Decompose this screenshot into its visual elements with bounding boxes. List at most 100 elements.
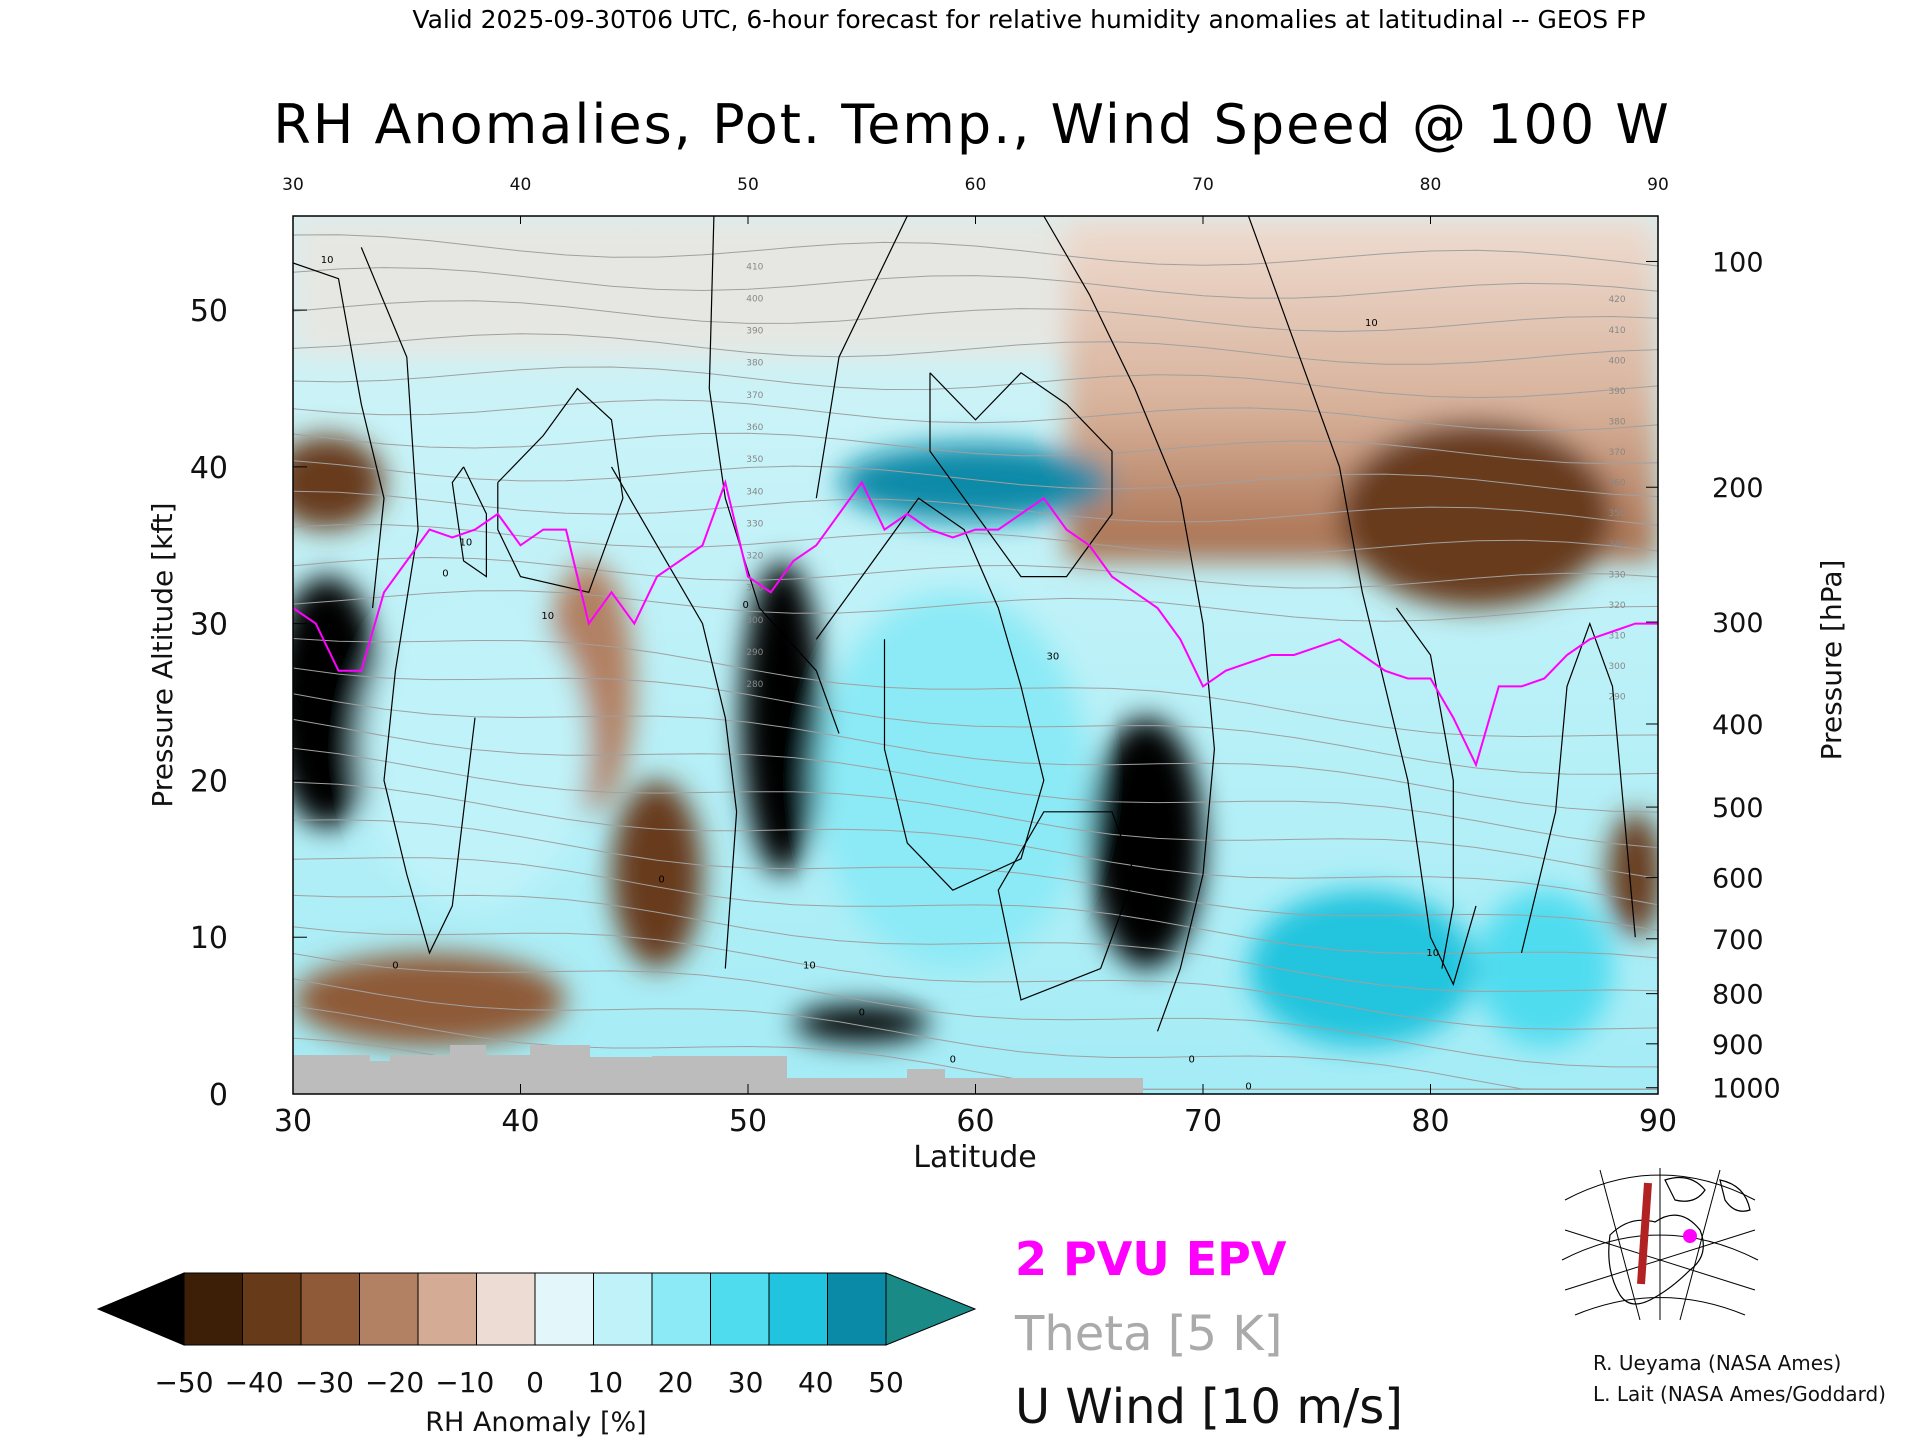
theta-contour — [293, 399, 1658, 432]
rh-anomaly-blob — [293, 952, 566, 1047]
plot-area: 4104003903803703603503403303203103002902… — [293, 216, 1658, 1094]
uwind-contour — [1043, 216, 1216, 1032]
theta-label: 380 — [746, 359, 763, 369]
theta-contour — [293, 460, 1658, 498]
x-tick-label: 50 — [729, 1104, 767, 1139]
y-axis-label-right: Pressure [hPa] — [1815, 560, 1848, 761]
uwind-label: 0 — [859, 1008, 865, 1019]
x-axis-label: Latitude — [913, 1140, 1036, 1175]
rh-anomaly-blob — [361, 592, 589, 906]
credit-line-1: R. Ueyama (NASA Ames) — [1593, 1351, 1842, 1375]
colorbar-tick-label: −20 — [365, 1366, 424, 1399]
theta-label: 360 — [746, 423, 763, 433]
uwind-label: 10 — [460, 537, 473, 548]
colorbar-tick-label: 40 — [798, 1366, 834, 1399]
theta-label: 330 — [1608, 570, 1625, 580]
uwind-contour — [360, 247, 476, 955]
theta-contour — [293, 781, 1658, 906]
x-tick-label-top: 40 — [510, 175, 532, 195]
theta-label: 290 — [1608, 693, 1625, 703]
theta-label: 320 — [1608, 601, 1625, 611]
x-tick-label-top: 50 — [737, 175, 759, 195]
theta-label: 340 — [746, 487, 763, 497]
rh-anomaly-blob — [741, 560, 824, 875]
header-text: Valid 2025-09-30T06 UTC, 6-hour forecast… — [412, 5, 1645, 34]
uwind-contour — [997, 811, 1136, 1001]
credit-line-2: L. Lait (NASA Ames/Goddard) — [1593, 1382, 1886, 1406]
colorbar-segment — [359, 1272, 419, 1346]
uwind-contour — [293, 262, 385, 609]
legend-epv: 2 PVU EPV — [1015, 1232, 1287, 1286]
colorbar-segment — [710, 1272, 770, 1346]
credits: R. Ueyama (NASA Ames) L. Lait (NASA Ames… — [1593, 1348, 1886, 1410]
colorbar-tick-label: −10 — [435, 1366, 494, 1399]
axes: 3030404050506060707080809090010203040501… — [190, 175, 1781, 1139]
colorbar-tick-label: 20 — [658, 1366, 694, 1399]
locator-map-dot — [1683, 1229, 1697, 1243]
uwind-contour — [815, 216, 908, 499]
uwind-label: 10 — [1426, 948, 1439, 959]
locator-map-section-line — [1637, 1182, 1652, 1285]
uwind-contour — [929, 372, 1113, 578]
x-tick-label-top: 90 — [1647, 175, 1669, 195]
theta-contour — [293, 556, 1658, 589]
theta-contour — [293, 234, 1658, 267]
pressure-tick-label: 800 — [1712, 980, 1764, 1011]
uwind-contour — [610, 466, 738, 969]
x-tick-label-top: 60 — [965, 175, 987, 195]
colorbar-tick-label: 30 — [728, 1366, 764, 1399]
rh-anomaly-blob — [839, 443, 1112, 522]
uwind-label: 0 — [743, 600, 749, 611]
colorbar-segment — [534, 1272, 594, 1346]
colorbar-segment — [476, 1272, 536, 1346]
pressure-tick-label: 300 — [1712, 608, 1764, 639]
y-tick-label: 10 — [190, 921, 228, 956]
uwind-contours: 10 10 10 10 0 0 0 30 10 10 0 0 0 0 0 — [293, 216, 1636, 1092]
theta-contour — [293, 978, 1658, 1090]
uwind-label: 30 — [1046, 652, 1059, 663]
rh-anomaly-blob — [611, 780, 703, 969]
theta-contour — [293, 432, 1658, 465]
theta-contour — [293, 718, 1658, 849]
x-tick-label: 70 — [1184, 1104, 1222, 1139]
theta-contour — [293, 953, 1658, 1068]
theta-label: 390 — [746, 327, 763, 337]
colorbar-tick-label: −40 — [225, 1366, 284, 1399]
y-tick-label: 50 — [190, 294, 228, 329]
theta-contour — [293, 490, 1658, 526]
colorbar-tick-label: 10 — [587, 1366, 623, 1399]
theta-contour — [293, 267, 1658, 299]
theta-label: 420 — [1608, 295, 1625, 305]
locator-map-coastlines — [1608, 1177, 1751, 1305]
pressure-tick-label: 100 — [1712, 247, 1764, 278]
theta-label: 280 — [746, 680, 763, 690]
pressure-tick-label: 500 — [1712, 793, 1764, 824]
y-tick-label: 30 — [190, 608, 228, 643]
theta-contour — [293, 819, 1658, 931]
rh-anomaly-blob — [1476, 890, 1613, 1047]
theta-label: 380 — [1608, 418, 1625, 428]
theta-contour — [293, 590, 1658, 622]
theta-label: 370 — [746, 391, 763, 401]
colorbar-tick-label: 50 — [868, 1366, 904, 1399]
theta-label: 400 — [1608, 356, 1625, 366]
rh-anomaly-blob — [793, 1004, 930, 1043]
colorbar-label: RH Anomaly [%] — [425, 1407, 646, 1438]
legend-theta: Theta [5 K] — [1014, 1306, 1283, 1362]
theta-label: 410 — [1608, 326, 1625, 336]
theta-label: 310 — [746, 584, 763, 594]
uwind-contour — [1520, 621, 1636, 954]
theta-contour — [293, 857, 1658, 959]
theta-contour — [293, 366, 1658, 399]
epv-2pvu-line — [293, 479, 1658, 768]
y-tick-label: 40 — [190, 451, 228, 486]
theta-contour — [293, 333, 1658, 365]
uwind-label: 0 — [658, 874, 664, 885]
x-tick-label: 90 — [1639, 1104, 1677, 1139]
uwind-contour — [815, 497, 1045, 891]
theta-label: 320 — [746, 552, 763, 562]
uwind-label: 0 — [1188, 1055, 1194, 1066]
colorbar-segment — [827, 1272, 887, 1346]
uwind-label: 0 — [442, 569, 448, 580]
x-tick-label-top: 80 — [1420, 175, 1442, 195]
